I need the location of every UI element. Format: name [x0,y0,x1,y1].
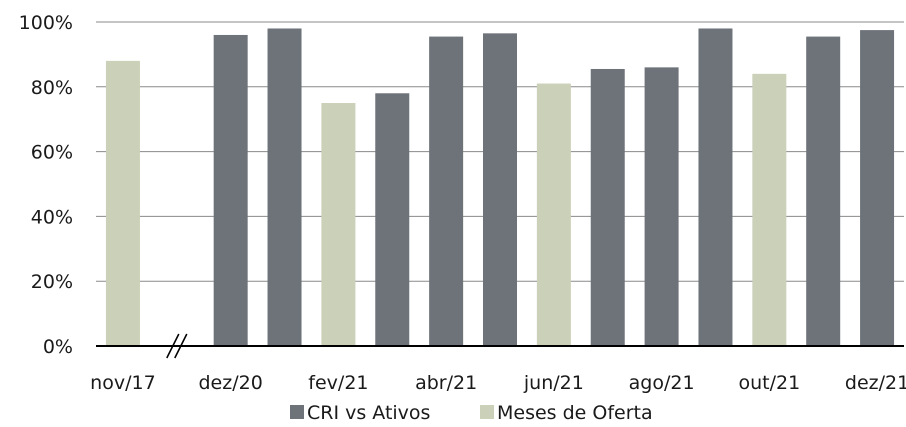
y-tick-label: 80% [31,77,73,99]
legend-label: CRI vs Ativos [307,402,430,424]
bar-cri-vs-ativos [698,28,733,346]
y-tick-label: 40% [31,206,73,228]
y-axis-ticks: 0% 20% 40% 60% 80% 100% [19,12,73,358]
bar-cri-vs-ativos [429,36,464,346]
bar-cri-vs-ativos [806,36,841,346]
bar-meses-de-oferta [321,103,356,346]
legend-swatch [290,405,304,419]
bar-cri-vs-ativos [644,67,679,347]
x-tick-label: jun/21 [523,372,584,394]
legend: CRI vs Ativos Meses de Oferta [290,402,653,424]
y-tick-label: 100% [19,12,73,34]
bar-cri-vs-ativos [213,34,248,347]
x-tick-label: dez/21 [845,372,906,394]
axis-break-mark [166,333,180,359]
y-tick-label: 20% [31,271,73,293]
bars [105,28,895,347]
x-tick-label: nov/17 [90,372,156,394]
bar-cri-vs-ativos [860,30,895,346]
x-tick-label: dez/20 [199,372,263,394]
x-tick-label: abr/21 [415,372,477,394]
legend-label: Meses de Oferta [497,402,653,424]
axis-break-mark [174,333,188,359]
y-tick-label: 0% [43,336,73,358]
x-tick-label: fev/21 [308,372,368,394]
y-tick-label: 60% [31,142,73,164]
bar-meses-de-oferta [752,73,787,346]
x-axis [96,333,904,359]
legend-swatch [480,405,494,419]
x-tick-label: ago/21 [629,372,695,394]
bar-cri-vs-ativos [375,93,410,346]
bar-meses-de-oferta [536,83,571,346]
bar-meses-de-oferta [105,60,140,346]
bar-cri-vs-ativos [590,68,625,346]
x-tick-label: out/21 [738,372,800,394]
x-axis-ticks: nov/17 dez/20 fev/21 abr/21 jun/21 ago/21 out/… [90,372,906,394]
bar-cri-vs-ativos [483,33,517,347]
bar-cri-vs-ativos [267,28,302,346]
